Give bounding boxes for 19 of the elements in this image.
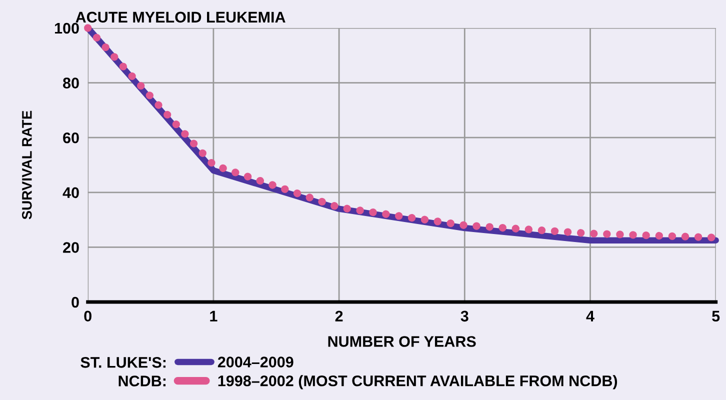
x-axis-title: NUMBER OF YEARS	[328, 336, 476, 347]
y-tick-label: 60	[63, 132, 79, 144]
chart-title: ACUTE MYELOID LEUKEMIA	[76, 12, 286, 23]
y-tick-label: 0	[72, 296, 79, 308]
legend-label: 2004–2009	[218, 356, 294, 368]
legend-label: 1998–2002 (MOST CURRENT AVAILABLE FROM NCDB)	[218, 375, 618, 390]
y-axis-title: SURVIVAL RATE	[22, 110, 32, 220]
x-tick-label: 5	[712, 310, 720, 322]
x-tick-label: 0	[84, 310, 92, 322]
x-tick-label: 3	[460, 310, 468, 322]
y-tick-label: 20	[63, 242, 79, 253]
text: NCDB:	[118, 376, 166, 386]
x-tick-label: 4	[586, 310, 594, 322]
x-tick-label: 1	[210, 310, 218, 322]
y-tick-label: 80	[63, 78, 79, 88]
text: ST. LUKE'S:	[80, 357, 166, 368]
y-tick-label: 40	[62, 187, 79, 198]
y-tick-label: 100	[54, 22, 79, 34]
x-tick-label: 2	[335, 310, 343, 322]
